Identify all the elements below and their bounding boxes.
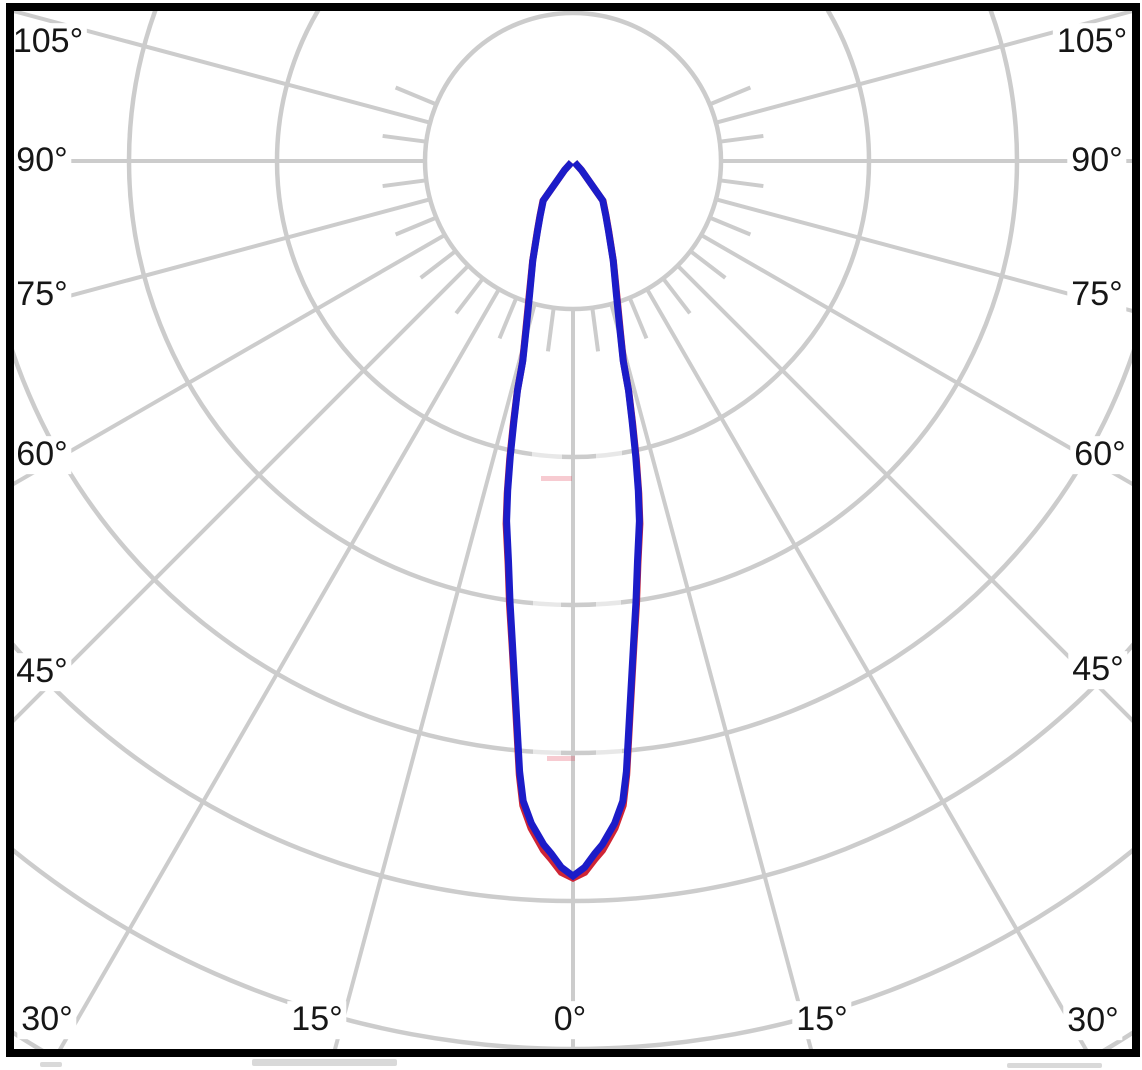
smudge-2 xyxy=(1007,1063,1102,1068)
smudge-1 xyxy=(252,1059,397,1066)
polar-grid-minor-ticks xyxy=(382,85,764,352)
grid-artifacts xyxy=(532,449,622,761)
smudge-0 xyxy=(40,1062,62,1067)
curve-blue xyxy=(503,160,643,881)
